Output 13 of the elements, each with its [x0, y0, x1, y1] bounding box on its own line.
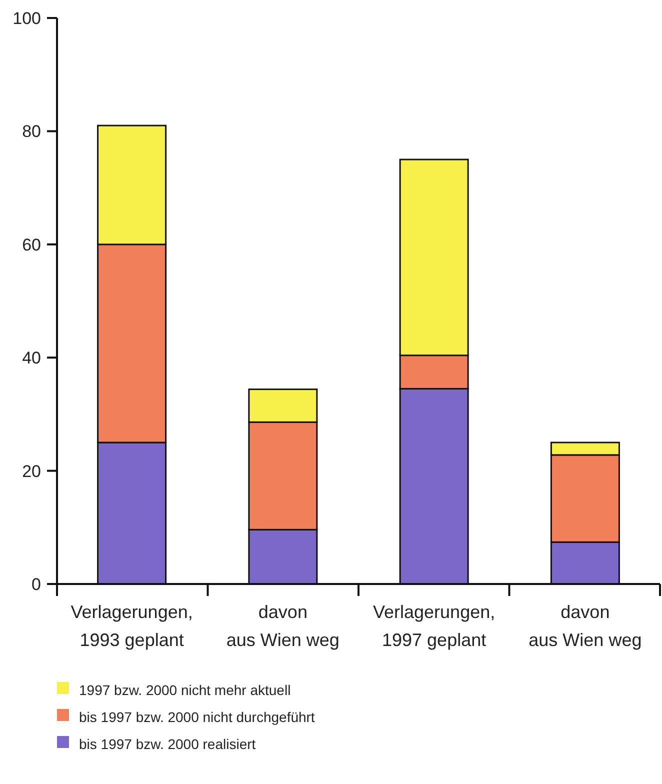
y-tick-label: 0 — [32, 574, 41, 594]
x-tick-label: Verlagerungen, 1993 geplant — [70, 602, 193, 650]
legend-label: 1997 bzw. 2000 nicht mehr aktuell — [79, 682, 291, 698]
y-tick-label: 60 — [22, 235, 41, 254]
y-tick-label: 80 — [22, 122, 41, 142]
y-tick-label: 40 — [22, 348, 41, 368]
x-tick-label: davon aus Wien weg — [528, 602, 642, 650]
x-tick-label: davon aus Wien weg — [226, 602, 340, 650]
y-tick-label: 20 — [22, 462, 41, 481]
y-tick-label: 100 — [12, 8, 41, 28]
legend-label: bis 1997 bzw. 2000 nicht durchgeführt — [79, 708, 315, 725]
legend-label: bis 1997 bzw. 2000 realisiert — [79, 736, 256, 752]
x-tick-label: Verlagerungen, 1997 geplant — [373, 602, 496, 650]
